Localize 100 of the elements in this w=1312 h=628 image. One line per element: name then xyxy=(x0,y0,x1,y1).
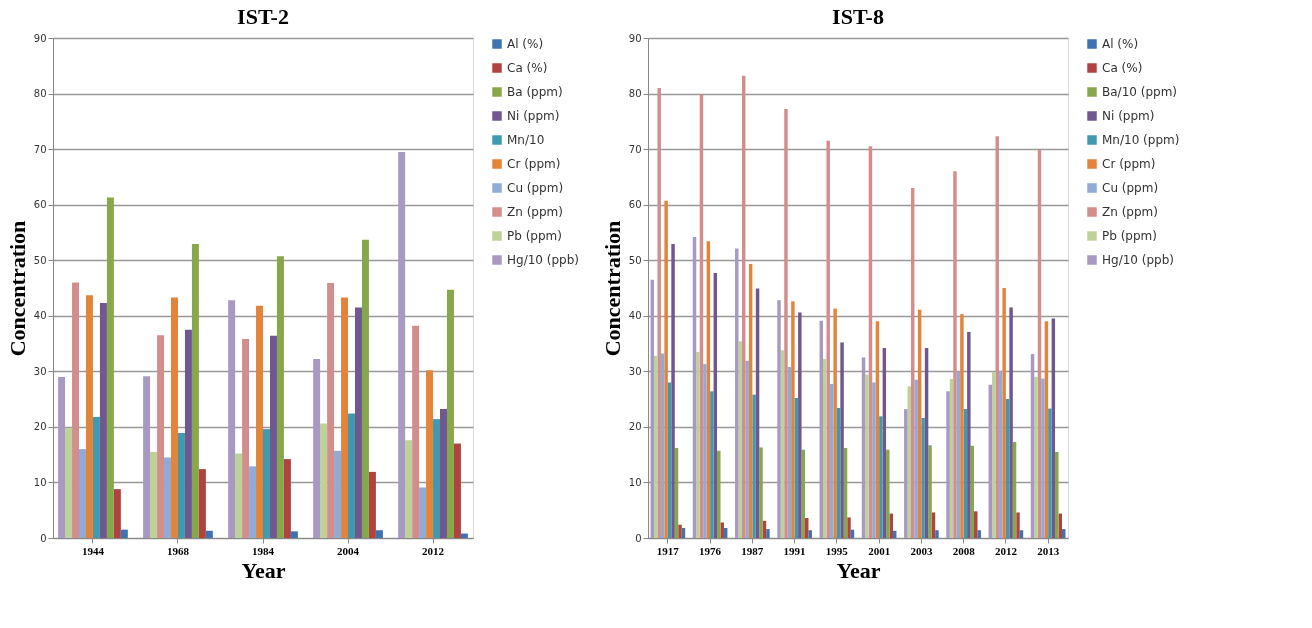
legend-label: Hg/10 (ppb) xyxy=(1102,253,1174,267)
legend-label: Cu (ppm) xyxy=(507,181,564,195)
bar xyxy=(177,433,185,538)
bar xyxy=(460,533,468,538)
x-tick-label: 2012 xyxy=(422,544,445,557)
bar xyxy=(1048,408,1052,538)
bar xyxy=(777,300,781,538)
legend-label: Mn/10 (ppm) xyxy=(1102,133,1180,147)
x-tick-label: 2003 xyxy=(910,544,933,557)
bar xyxy=(143,376,151,538)
bar xyxy=(283,459,291,538)
bar xyxy=(657,88,661,538)
bar xyxy=(1002,288,1006,538)
x-tick-label: 2004 xyxy=(337,544,360,557)
y-axis-title: Concentration xyxy=(4,220,30,357)
bar xyxy=(341,297,349,538)
chart-title: IST-8 xyxy=(832,4,884,29)
bar xyxy=(826,140,830,538)
x-tick-label: 1995 xyxy=(825,544,849,557)
bar xyxy=(398,151,406,538)
bar xyxy=(678,524,682,538)
x-tick-label: 1991 xyxy=(783,544,806,557)
bar xyxy=(847,517,851,538)
bar xyxy=(935,530,939,538)
bar xyxy=(671,244,675,538)
y-tick-label: 70 xyxy=(628,143,642,155)
y-axis-title: Concentration xyxy=(599,220,625,357)
x-axis-title: Year xyxy=(836,557,881,583)
legend-label: Hg/10 (ppb) xyxy=(507,253,579,267)
bar xyxy=(872,382,876,538)
legend-label: Ni (ppm) xyxy=(1102,109,1155,123)
legend-label: Al (%) xyxy=(1102,37,1139,51)
bar xyxy=(157,335,165,538)
bar xyxy=(191,244,199,538)
bar xyxy=(1009,307,1013,538)
x-tick-label: 1944 xyxy=(81,544,105,557)
bar xyxy=(368,471,376,538)
x-axis-title: Year xyxy=(241,557,286,583)
bar xyxy=(735,248,739,538)
bar xyxy=(766,529,770,538)
bar xyxy=(327,283,335,538)
bar xyxy=(1055,451,1059,538)
y-tick-label: 10 xyxy=(628,476,642,488)
bar xyxy=(235,453,243,538)
bar xyxy=(276,256,284,538)
legend-label: Ba/10 (ppm) xyxy=(1102,85,1177,99)
y-tick-label: 90 xyxy=(628,32,642,44)
bar xyxy=(256,305,263,538)
y-tick-label: 70 xyxy=(33,143,47,155)
bar xyxy=(412,325,420,538)
bar xyxy=(967,331,971,538)
bar xyxy=(405,440,413,538)
legend-label: Zn (ppm) xyxy=(507,205,563,219)
bar xyxy=(703,364,707,538)
x-tick-label: 1984 xyxy=(252,544,275,557)
x-tick-label: 2013 xyxy=(1037,544,1060,557)
y-tick-label: 50 xyxy=(33,254,47,266)
bar xyxy=(1041,378,1045,538)
y-tick-label: 30 xyxy=(628,365,642,377)
bar xyxy=(928,445,932,538)
legend-label: Ca (%) xyxy=(1102,61,1143,75)
bar xyxy=(745,360,749,538)
bar xyxy=(419,487,427,538)
legend-label: Cr (ppm) xyxy=(1102,157,1156,171)
x-tick-label: 1976 xyxy=(699,544,722,557)
bar xyxy=(58,376,66,538)
bar xyxy=(354,307,362,538)
bar xyxy=(198,469,206,538)
x-tick-label: 1917 xyxy=(656,544,680,557)
y-tick-label: 0 xyxy=(40,532,47,544)
bar xyxy=(696,351,700,538)
bar xyxy=(717,450,721,538)
bar xyxy=(840,342,844,538)
bar xyxy=(242,339,250,538)
bar xyxy=(1016,512,1020,538)
bar xyxy=(361,239,369,538)
bar xyxy=(946,391,950,538)
bar xyxy=(833,308,837,538)
chart-title: IST-2 xyxy=(237,4,289,29)
bar xyxy=(904,409,908,538)
bar xyxy=(914,379,918,538)
y-tick-label: 60 xyxy=(628,199,642,211)
y-tick-label: 40 xyxy=(628,310,642,322)
bar xyxy=(72,282,80,538)
legend-label: Al (%) xyxy=(507,37,544,51)
bar xyxy=(446,289,454,538)
bar xyxy=(752,394,756,538)
bar xyxy=(433,419,441,538)
bar xyxy=(953,171,957,538)
y-tick-label: 20 xyxy=(628,421,642,433)
bar xyxy=(228,300,236,538)
legend-label: Zn (ppm) xyxy=(1102,205,1158,219)
legend-label: Pb (ppm) xyxy=(1102,229,1157,243)
bar xyxy=(85,295,93,538)
bar xyxy=(120,529,128,538)
x-tick-label: 1987 xyxy=(741,544,764,557)
y-tick-label: 40 xyxy=(33,310,47,322)
bar xyxy=(320,423,328,538)
y-tick-label: 80 xyxy=(33,88,47,100)
bar xyxy=(440,409,447,538)
